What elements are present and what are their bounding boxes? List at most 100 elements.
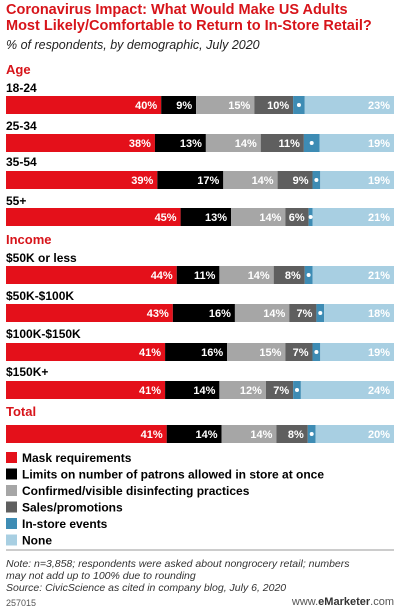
data-label: 21% <box>368 270 390 282</box>
small-segment-marker <box>314 178 319 182</box>
small-segment-marker <box>308 215 313 219</box>
data-label: 41% <box>141 429 163 441</box>
bar-segment <box>165 343 228 361</box>
data-label: 45% <box>155 212 177 224</box>
data-label: 7% <box>296 308 312 320</box>
bar-segment <box>254 96 294 114</box>
data-label: 39% <box>131 175 153 187</box>
legend-swatch <box>6 485 17 496</box>
bar-segment <box>6 266 177 284</box>
data-label: 18% <box>368 308 390 320</box>
bar-segment <box>6 343 166 361</box>
data-label: 11% <box>194 270 216 282</box>
data-label: 44% <box>151 270 173 282</box>
data-label: 14% <box>235 138 257 150</box>
bar-segment <box>6 425 167 443</box>
brand-logo: www.eMarketer.com <box>292 596 394 608</box>
small-segment-marker <box>309 432 314 436</box>
bar-segment <box>6 134 155 152</box>
data-label: 11% <box>278 138 300 150</box>
data-label: 19% <box>368 347 390 359</box>
data-label: 20% <box>368 429 390 441</box>
bar-segment <box>289 304 317 322</box>
data-label: 23% <box>368 100 390 112</box>
stacked-bar-chart: Age18-2440%9%15%10%3%23%25-3438%13%14%11… <box>6 62 394 551</box>
bar-segment <box>157 171 224 189</box>
bar-segment <box>221 425 277 443</box>
data-label: 41% <box>139 347 161 359</box>
small-segment-marker <box>309 141 314 145</box>
data-label: 13% <box>205 212 227 224</box>
bar-segment <box>196 96 255 114</box>
small-segment-marker <box>318 311 323 315</box>
bar-segment <box>6 96 162 114</box>
legend-swatch <box>6 534 17 546</box>
bar-segment <box>223 171 278 189</box>
data-label: 14% <box>263 308 285 320</box>
data-label: 24% <box>368 385 390 397</box>
data-label: 14% <box>259 212 281 224</box>
data-label: 38% <box>129 138 151 150</box>
data-label: 16% <box>209 308 231 320</box>
row-label: $100K-$150K <box>6 327 81 341</box>
data-label: 40% <box>135 100 157 112</box>
brand-prefix: www. <box>291 596 319 608</box>
bar-segment <box>277 171 313 189</box>
legend-label: Confirmed/visible disinfecting practices <box>22 484 250 498</box>
bar-segment <box>205 134 261 152</box>
bar-segment <box>320 343 394 361</box>
data-label: 19% <box>368 138 390 150</box>
small-segment-marker <box>306 273 311 277</box>
bar-segment <box>219 381 266 399</box>
bar-segment <box>154 134 206 152</box>
bar-segment <box>265 381 294 399</box>
bar-segment <box>6 208 181 226</box>
bar-segment <box>276 425 308 443</box>
data-label: 9% <box>293 175 309 187</box>
data-label: 17% <box>197 175 219 187</box>
bar-segment <box>180 208 232 226</box>
row-label: 55+ <box>6 194 26 208</box>
data-label: 7% <box>273 385 289 397</box>
small-segment-marker <box>295 388 299 392</box>
chart-id: 257015 <box>6 598 37 608</box>
data-label: 6% <box>289 212 305 224</box>
bar-segment <box>312 266 394 284</box>
chart-title-line-1: Coronavirus Impact: What Would Make US A… <box>6 2 348 18</box>
data-label: 8% <box>288 429 304 441</box>
data-label: 14% <box>248 270 270 282</box>
bar-segment <box>315 425 394 443</box>
group-label: Age <box>6 62 31 77</box>
legend-label: None <box>22 534 52 548</box>
data-label: 10% <box>267 100 289 112</box>
row-label: $150K+ <box>6 365 48 379</box>
data-label: 14% <box>250 429 272 441</box>
row-label: 25-34 <box>6 119 37 133</box>
bar-segment <box>324 304 394 322</box>
data-label: 41% <box>139 385 161 397</box>
legend-label: In-store events <box>22 517 108 531</box>
row-label: 35-54 <box>6 155 37 169</box>
bar-segment <box>285 343 313 361</box>
brand-name: eMarketer <box>318 596 371 608</box>
data-label: 15% <box>228 100 250 112</box>
chart-note: Note: n=3,858; respondents were asked ab… <box>6 558 396 594</box>
legend-label: Mask requirements <box>22 451 132 465</box>
group-label: Income <box>6 232 52 247</box>
chart-title-line-2: Most Likely/Comfortable to Return to In-… <box>6 18 372 34</box>
data-label: 14% <box>252 175 274 187</box>
data-label: 13% <box>180 138 202 150</box>
bar-segment <box>6 304 173 322</box>
bar-segment <box>219 266 274 284</box>
bar-segment <box>319 134 394 152</box>
bar-segment <box>6 381 166 399</box>
legend-label: Limits on number of patrons allowed in s… <box>22 468 324 482</box>
data-label: 7% <box>293 347 309 359</box>
group-label: Total <box>6 404 36 419</box>
row-label: $50K-$100K <box>6 289 74 303</box>
legend-swatch <box>6 452 17 463</box>
bar-segment <box>6 171 158 189</box>
brand-suffix: .com <box>370 596 394 608</box>
data-label: 43% <box>147 308 169 320</box>
data-label: 14% <box>196 429 218 441</box>
